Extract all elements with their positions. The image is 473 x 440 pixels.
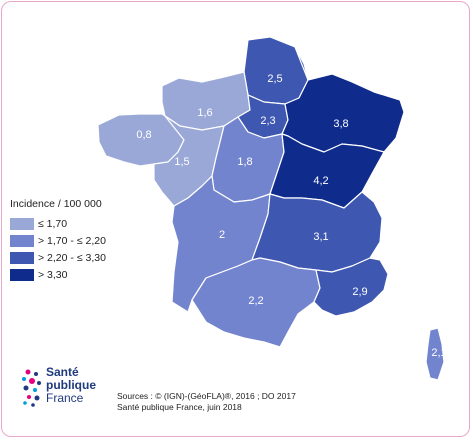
legend-label: > 3,30 xyxy=(38,269,68,281)
sources-line1: Sources : © (IGN)-(GéoFLA)®, 2016 ; DO 2… xyxy=(117,391,296,401)
region-label-ile-de-france: 2,3 xyxy=(260,115,275,127)
map-legend: Incidence / 100 000 ≤ 1,70 > 1,70 - ≤ 2,… xyxy=(10,198,160,284)
legend-swatch xyxy=(10,235,34,247)
dots-logo-icon xyxy=(22,369,41,407)
region-label-bretagne: 0,8 xyxy=(136,129,151,141)
region-label-corse: 2,1 xyxy=(431,347,446,359)
region-label-occitanie: 2,2 xyxy=(248,295,263,307)
legend-swatch xyxy=(10,218,34,230)
legend-title: Incidence / 100 000 xyxy=(10,198,102,210)
region-label-auvergne-rhone-alpes: 3,1 xyxy=(313,231,328,243)
legend-label: > 1,70 - ≤ 2,20 xyxy=(38,235,106,247)
region-label-bourgogne-franche-comte: 4,2 xyxy=(313,175,328,187)
sources-note: Sources : © (IGN)-(GéoFLA)®, 2016 ; DO 2… xyxy=(117,391,417,412)
logo-line2: publique xyxy=(46,378,96,392)
sante-publique-france-logo: Santé publique France xyxy=(20,366,110,414)
legend-item: ≤ 1,70 xyxy=(10,216,160,232)
legend-label: ≤ 1,70 xyxy=(38,218,68,230)
logo-line1: Santé xyxy=(46,365,79,379)
region-label-nouvelle-aquitaine: 2 xyxy=(219,229,225,241)
region-hauts-de-france xyxy=(243,36,309,105)
logo-line3: France xyxy=(46,391,84,405)
legend-swatch xyxy=(10,252,34,264)
region-label-centre-val-de-loire: 1,8 xyxy=(237,156,252,168)
region-label-pays-de-la-loire: 1,5 xyxy=(174,156,189,168)
legend-swatch xyxy=(10,269,34,281)
logo-wordmark: Santé publique France xyxy=(46,366,96,405)
region-label-provence-alpes-cote-d-azur: 2,9 xyxy=(352,286,367,298)
region-label-hauts-de-france: 2,5 xyxy=(267,73,282,85)
legend-item: > 2,20 - ≤ 3,30 xyxy=(10,250,160,266)
legend-item: > 3,30 xyxy=(10,267,160,283)
legend-label: > 2,20 - ≤ 3,30 xyxy=(38,252,106,264)
region-label-normandie: 1,6 xyxy=(197,107,212,119)
france-map: 2,5 1,6 2,3 3,8 0,8 1,5 1,8 4,2 2 3,1 2,… xyxy=(97,36,447,381)
sources-line2: Santé publique France, juin 2018 xyxy=(117,401,242,412)
region-provence-alpes-cote-d-azur xyxy=(313,257,389,317)
region-label-grand-est: 3,8 xyxy=(333,118,348,130)
region-corse xyxy=(425,327,445,381)
legend-item: > 1,70 - ≤ 2,20 xyxy=(10,233,160,249)
